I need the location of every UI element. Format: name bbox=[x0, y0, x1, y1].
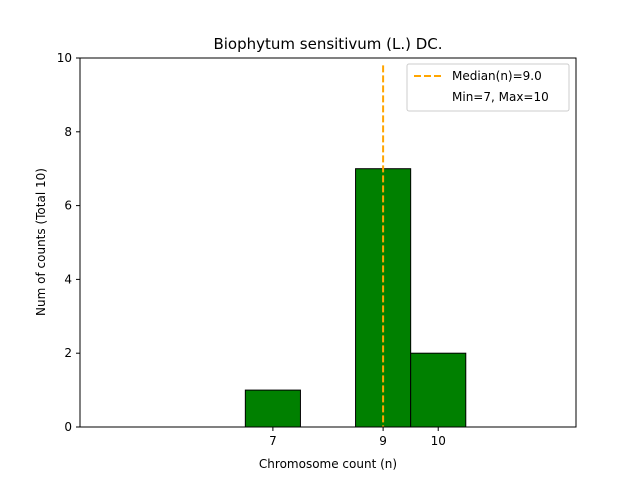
x-tick-label-10: 10 bbox=[431, 434, 446, 448]
legend-minmax-label: Min=7, Max=10 bbox=[452, 90, 549, 104]
y-tick-label-2: 2 bbox=[64, 346, 72, 360]
y-tick-label-10: 10 bbox=[57, 51, 72, 65]
y-axis-label: Num of counts (Total 10) bbox=[34, 168, 48, 316]
y-tick-label-0: 0 bbox=[64, 420, 72, 434]
chart-title: Biophytum sensitivum (L.) DC. bbox=[213, 35, 442, 53]
y-tick-label-6: 6 bbox=[64, 199, 72, 213]
axes-frame bbox=[79, 57, 577, 428]
x-tick-label-9: 9 bbox=[379, 434, 387, 448]
legend-median-label: Median(n)=9.0 bbox=[452, 69, 542, 83]
y-tick-label-4: 4 bbox=[64, 272, 72, 286]
plot-area: 7 9 10 0 2 4 6 8 10 bbox=[57, 51, 577, 448]
legend-box bbox=[406, 63, 570, 112]
x-axis-label: Chromosome count (n) bbox=[259, 457, 397, 471]
legend: Median(n)=9.0 Min=7, Max=10 bbox=[406, 63, 570, 112]
y-tick-label-8: 8 bbox=[64, 125, 72, 139]
bar-10 bbox=[410, 352, 467, 428]
bar-7 bbox=[244, 389, 301, 428]
x-tick-label-7: 7 bbox=[269, 434, 277, 448]
